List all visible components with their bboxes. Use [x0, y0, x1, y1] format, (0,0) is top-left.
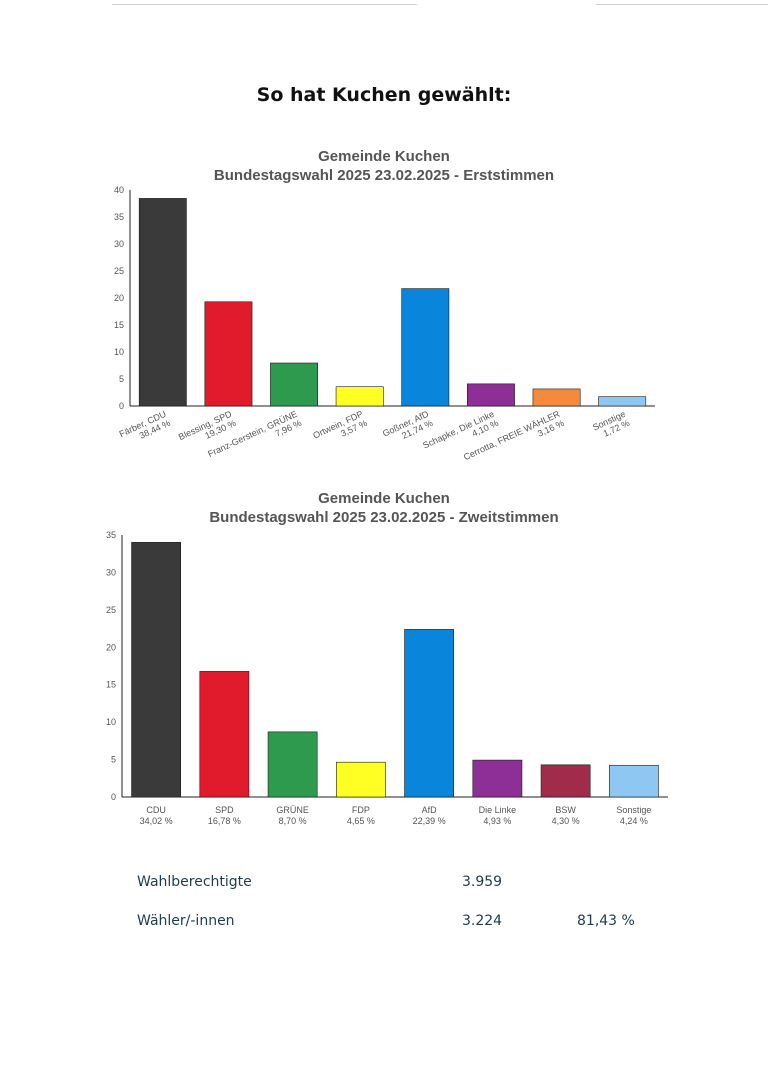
bar: [467, 383, 515, 407]
data-label: 22,39 %: [413, 816, 446, 826]
y-tick-label: 15: [114, 320, 124, 330]
y-tick-label: 25: [114, 266, 124, 276]
data-label: 4,30 %: [552, 816, 580, 826]
x-tick-label: AfD: [422, 805, 438, 815]
y-tick-label: 5: [119, 374, 124, 384]
voters-label: Wähler/-innen: [137, 913, 235, 929]
eligible-label: Wahlberechtigte: [137, 874, 252, 890]
page-title: So hat Kuchen gewählt:: [256, 84, 512, 106]
x-tick-label: BSW: [555, 805, 576, 815]
y-tick-label: 20: [106, 642, 116, 652]
eligible-value: 3.959: [462, 874, 503, 890]
y-tick-label: 35: [114, 212, 124, 222]
y-tick-label: 10: [106, 717, 116, 727]
bar: [404, 629, 454, 798]
voters-value: 3.224: [462, 913, 503, 929]
bar: [336, 761, 386, 798]
x-tick-label: GRÜNE: [276, 805, 309, 815]
bar: [204, 301, 253, 407]
data-label: 16,78 %: [208, 816, 241, 826]
chart-2-title-line-2: Bundestagswahl 2025 23.02.2025 - Zweitst…: [209, 509, 559, 526]
y-tick-label: 15: [106, 680, 116, 690]
chart-1-title-line-2: Bundestagswahl 2025 23.02.2025 - Erststi…: [213, 167, 555, 184]
y-tick-label: 25: [106, 605, 116, 615]
bar: [540, 764, 591, 798]
y-tick-label: 0: [119, 401, 124, 411]
bar: [401, 288, 450, 407]
x-tick-label: CDU: [146, 805, 166, 815]
scan-line-top: [112, 4, 417, 5]
voters-percent: 81,43 %: [577, 913, 635, 929]
data-label: 4,24 %: [620, 816, 648, 826]
bar: [267, 731, 318, 798]
y-tick-label: 30: [106, 567, 116, 577]
y-tick-label: 5: [111, 755, 116, 765]
bar: [472, 759, 523, 798]
stat-row-eligible: Wahlberechtigte 3.959: [0, 874, 768, 896]
data-label: 4,93 %: [483, 816, 511, 826]
data-label: 4,65 %: [347, 816, 375, 826]
y-tick-label: 20: [114, 293, 124, 303]
bar: [270, 362, 318, 407]
y-tick-label: 40: [114, 185, 124, 195]
x-tick-label: Die Linke: [479, 805, 517, 815]
chart-2-title-line-1: Gemeinde Kuchen: [318, 490, 450, 507]
bar: [335, 386, 384, 407]
y-tick-label: 10: [114, 347, 124, 357]
y-tick-label: 0: [111, 792, 116, 802]
x-tick-label: SPD: [215, 805, 234, 815]
scan-line-top-right: [596, 4, 768, 5]
bar: [199, 671, 250, 798]
x-tick-label: Sonstige: [616, 805, 651, 815]
bar: [532, 388, 581, 407]
chart-1-title: Gemeinde Kuchen Bundestagswahl 2025 23.0…: [0, 147, 768, 185]
y-tick-label: 30: [114, 239, 124, 249]
data-label: 8,70 %: [279, 816, 307, 826]
bar: [131, 542, 181, 798]
chart-2-title: Gemeinde Kuchen Bundestagswahl 2025 23.0…: [0, 489, 768, 527]
bar: [598, 396, 647, 407]
data-label: 34,02 %: [140, 816, 173, 826]
y-tick-label: 35: [106, 530, 116, 540]
x-tick-label: FDP: [352, 805, 370, 815]
bar: [609, 764, 659, 798]
bar: [138, 198, 187, 407]
chart-1-title-line-1: Gemeinde Kuchen: [318, 148, 450, 165]
stat-row-voters: Wähler/-innen 3.224 81,43 %: [0, 913, 768, 935]
